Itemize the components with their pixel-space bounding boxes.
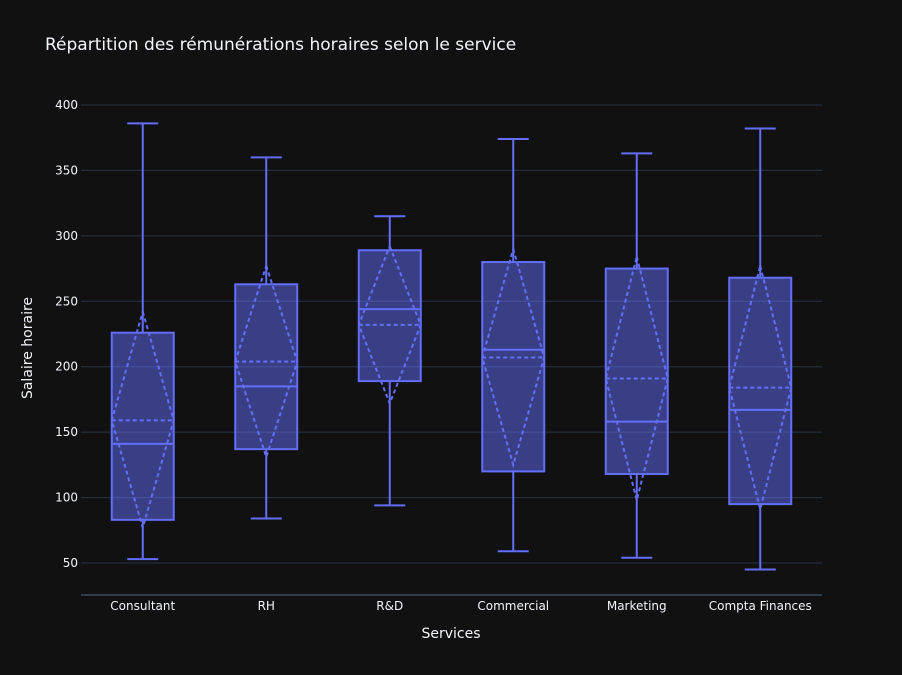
y-axis-ticks: 50 100 150 200 250 300 350 400 (55, 98, 78, 570)
x-tick-label: Marketing (607, 599, 667, 613)
box-marketing (604, 152, 669, 559)
sd-diamond (110, 308, 175, 532)
x-tick-label: R&D (376, 599, 403, 613)
y-tick-label: 300 (55, 229, 78, 243)
gridlines (81, 104, 822, 564)
x-tick-label: Commercial (477, 599, 549, 613)
box-r-d (357, 215, 422, 507)
iqr-box (481, 261, 546, 473)
y-tick-label: 200 (55, 360, 78, 374)
box-compta-finances (728, 127, 793, 571)
x-axis-label: Services (421, 626, 480, 642)
y-tick-label: 100 (55, 491, 78, 505)
iqr-box (110, 331, 175, 521)
y-tick-label: 350 (55, 163, 78, 177)
x-tick-label: RH (258, 599, 275, 613)
box-commercial (481, 138, 546, 553)
y-axis-label: Salaire horaire (20, 297, 36, 399)
y-tick-label: 150 (55, 425, 78, 439)
chart-title: Répartition des rémunérations horaires s… (45, 35, 516, 55)
x-tick-label: Compta Finances (709, 599, 812, 613)
boxes (110, 122, 793, 571)
y-tick-label: 400 (55, 98, 78, 112)
x-tick-label: Consultant (110, 599, 175, 613)
sd-diamond (481, 245, 546, 469)
y-tick-label: 250 (55, 294, 78, 308)
iqr-box (604, 267, 669, 476)
iqr-box (357, 249, 422, 383)
iqr-box (728, 276, 793, 506)
y-tick-label: 50 (63, 556, 78, 570)
sd-diamond (234, 262, 299, 461)
x-axis-ticks: Consultant RH R&D Commercial Marketing Compta… (110, 599, 811, 613)
sd-diamond (357, 243, 422, 407)
iqr-box (234, 283, 299, 451)
box-rh (234, 156, 299, 520)
box-consultant (110, 122, 175, 561)
